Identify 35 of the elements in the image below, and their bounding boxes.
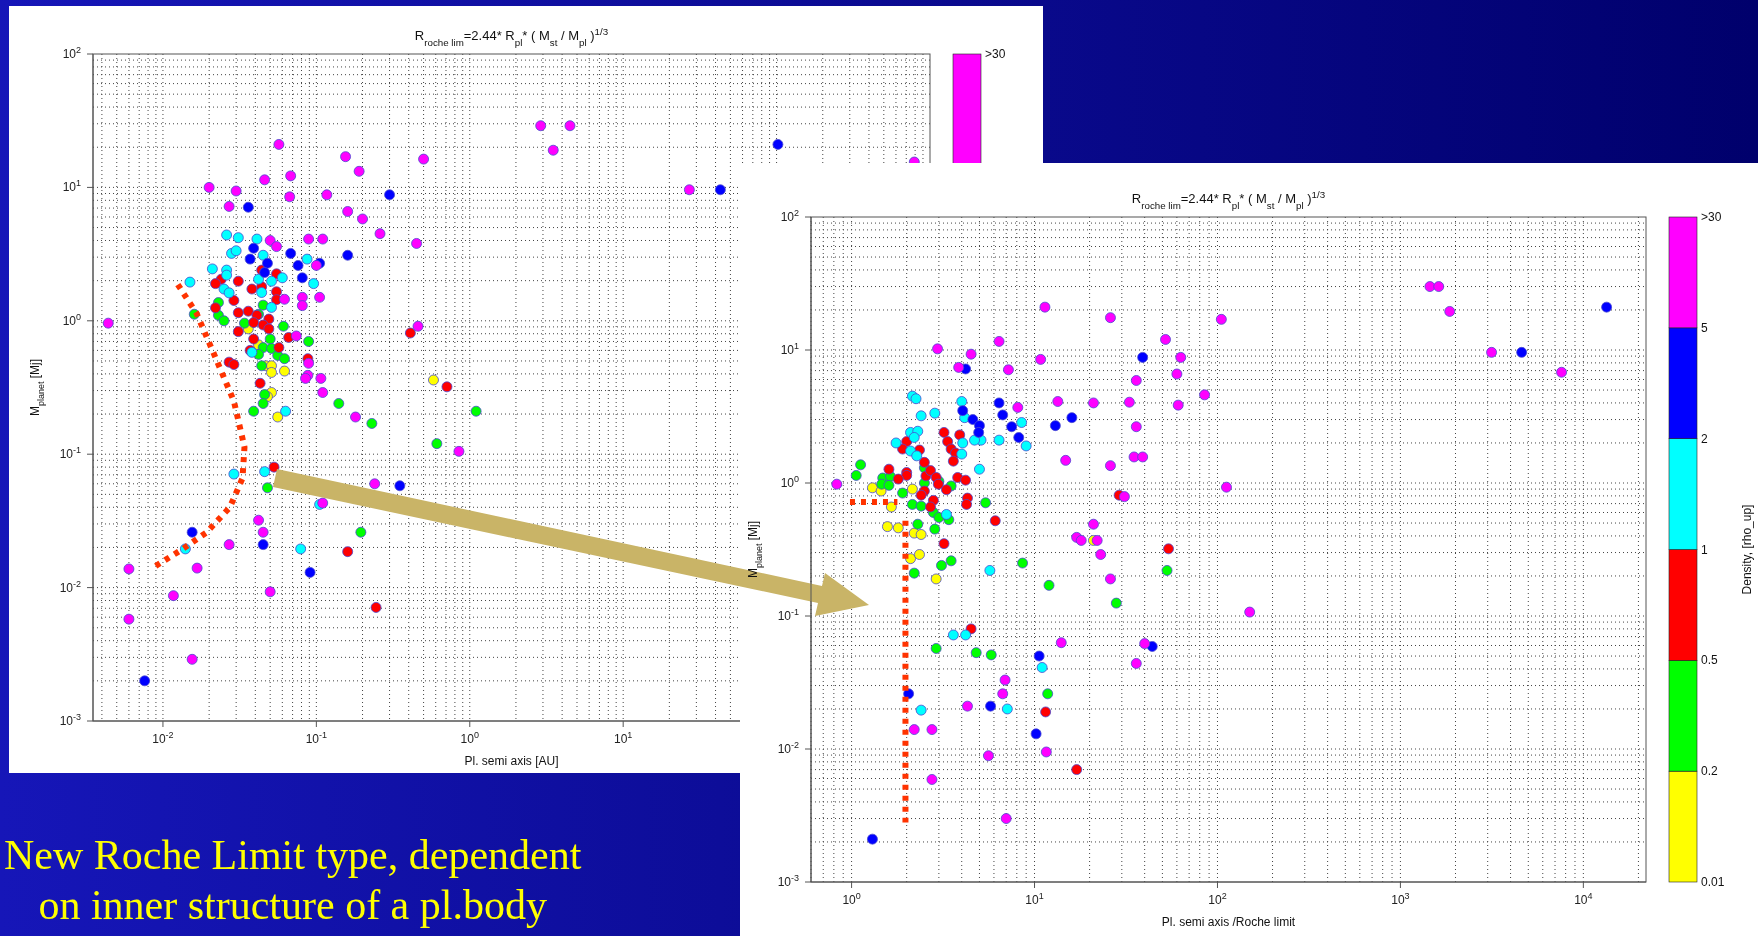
y-tick-label: 10$^{-1}$ <box>59 445 81 462</box>
y-tick-label: 10$^{-2}$ <box>59 578 81 595</box>
color-bar-title: Density, [rho_up] <box>1740 504 1754 595</box>
text: >30 <box>985 47 1006 61</box>
x-tick-label: 10$^{1}$ <box>613 730 633 746</box>
y-tick-label: 10$^{2}$ <box>62 45 81 61</box>
x-tick-label: 10$^{1}$ <box>1025 891 1044 907</box>
chart-title: R$_{roche lim}$=2.44* R$_{pl}$* ( M$_{st}$ / M$_{pl}$ )$^{1/3}$ <box>414 25 609 48</box>
x-tick-label: 10$^{-2}$ <box>152 730 174 746</box>
text: 1 <box>1701 542 1708 557</box>
text: New Roche Limit type, dependent on inner structure of a pl.body <box>4 831 582 930</box>
y-tick-label: 10$^{2}$ <box>780 208 799 224</box>
x-tick-label: 10$^{4}$ <box>1574 891 1593 907</box>
x-tick-label: 10$^{0}$ <box>842 891 861 907</box>
y-tick-label: 10$^{0}$ <box>62 311 81 328</box>
y-tick-label: 10$^{-3}$ <box>59 712 81 728</box>
y-tick-label: 10$^{1}$ <box>62 178 81 195</box>
x-axis-title: Pl. semi axis [AU] <box>464 754 559 768</box>
text: 0.01 <box>1701 875 1725 889</box>
y-tick-label: 10$^{-1}$ <box>777 607 799 623</box>
y-tick-label: 10$^{-2}$ <box>777 740 799 756</box>
y-tick-label: 10$^{-3}$ <box>777 873 799 889</box>
text: 0.2 <box>1701 764 1719 779</box>
y-tick-label: 10$^{1}$ <box>780 341 799 357</box>
text: 0.5 <box>1701 653 1719 668</box>
x-tick-label: 10$^{-1}$ <box>305 730 328 746</box>
chart-title: R$_{roche lim}$=2.44* R$_{pl}$* ( M$_{st}$ / M$_{pl}$ )$^{1/3}$ <box>1131 188 1326 211</box>
x-tick-label: 10$^{2}$ <box>1208 891 1227 907</box>
x-tick-label: 10$^{3}$ <box>1391 891 1410 907</box>
y-tick-label: 10$^{0}$ <box>780 474 799 490</box>
text: 5 <box>1701 320 1708 335</box>
text: >30 <box>1701 210 1722 224</box>
x-axis-title: Pl. semi axis /Roche limit <box>1161 915 1296 929</box>
text: 2 <box>1701 431 1708 446</box>
x-tick-label: 10$^{0}$ <box>460 730 479 746</box>
